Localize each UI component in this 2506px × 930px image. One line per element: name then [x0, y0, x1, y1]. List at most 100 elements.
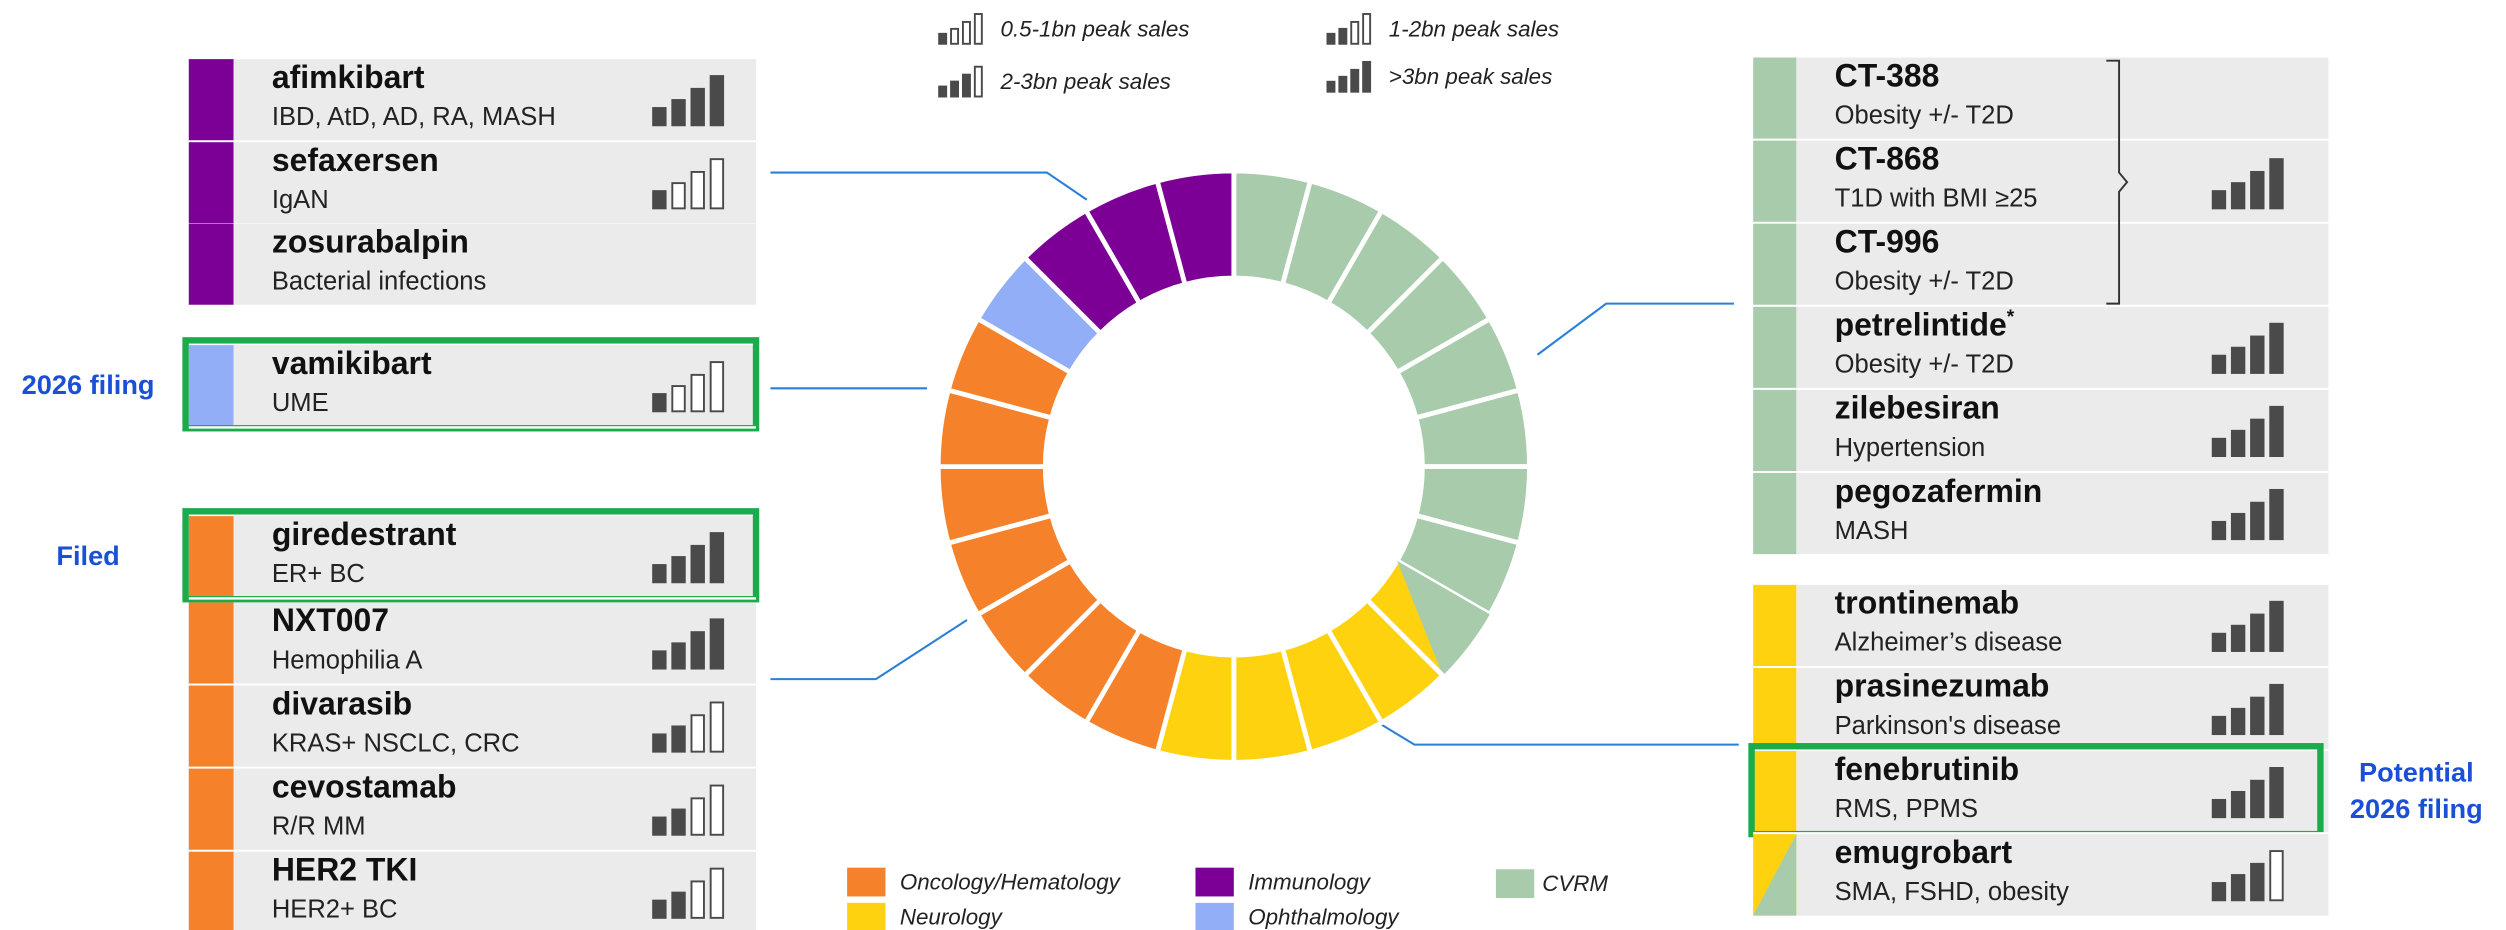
- bracket: [2106, 59, 2129, 305]
- icon-bar: [2269, 683, 2284, 736]
- drug-name: CT-388: [1835, 58, 1940, 94]
- icon-bar: [1350, 68, 1360, 93]
- indication: Obesity +/- T2D: [1835, 351, 2014, 379]
- icon-bar: [652, 733, 667, 753]
- card-color: [188, 685, 234, 768]
- indication: R/R MM: [272, 812, 366, 840]
- card-bg: [233, 345, 757, 427]
- drug-name-text: cevostamab: [272, 769, 457, 805]
- card-color: [188, 59, 234, 141]
- icon-bar-empty: [690, 714, 705, 753]
- card-bg: [233, 142, 757, 224]
- icon-bar: [2269, 488, 2284, 541]
- sales-icon: [652, 867, 725, 919]
- icon-bar: [2269, 158, 2284, 210]
- card-bg: [233, 59, 757, 141]
- icon-bar: [2211, 715, 2227, 736]
- sales-legend-label: 2-3bn peak sales: [1000, 69, 1171, 94]
- icon-bar: [2250, 696, 2265, 736]
- icon-bar-empty: [973, 65, 983, 98]
- area-legend-swatch: [847, 902, 886, 930]
- icon-bar: [2211, 798, 2227, 819]
- drug-name: vamikibart: [272, 345, 432, 381]
- status-label: 2026 filing: [2350, 793, 2483, 824]
- icon-bar: [2250, 613, 2265, 652]
- card-bg: [233, 602, 757, 684]
- sales-icon: [652, 618, 725, 670]
- sales-icon: [1326, 13, 1372, 45]
- area-legend-label: Ophthalmology: [1248, 905, 1400, 930]
- sales-icon: [652, 361, 725, 413]
- icon-bar: [2230, 429, 2246, 458]
- drug-name-text: emugrobart: [1835, 834, 2013, 870]
- icon-bar-empty: [690, 797, 705, 836]
- icon-bar: [2230, 512, 2246, 541]
- icon-bar: [652, 564, 667, 584]
- card-color: [1753, 584, 1797, 667]
- icon-bar: [2250, 862, 2265, 902]
- sales-legend-label: 1-2bn peak sales: [1389, 16, 1559, 41]
- sales-legend-label: 0.5-1bn peak sales: [1001, 16, 1190, 41]
- status-label: Filed: [56, 540, 119, 571]
- drug-name: zosurabalpin: [272, 224, 469, 260]
- drug-name-text: petrelintide: [1835, 307, 2007, 343]
- card-color: [188, 223, 234, 306]
- area-legend-label: Immunology: [1248, 870, 1372, 895]
- drug-name-text: divarasib: [272, 686, 412, 722]
- indication: Alzheimer’s disease: [1835, 629, 2063, 657]
- drug-name-text: pegozafermin: [1835, 473, 2043, 509]
- icon-bar-empty: [709, 361, 725, 413]
- status-label: 2026 filing: [22, 369, 155, 400]
- icon-bar: [2211, 520, 2227, 541]
- indication: IgAN: [272, 186, 329, 214]
- icon-bar: [2211, 437, 2227, 458]
- drug-name: HER2 TKI: [272, 852, 418, 888]
- indication: SMA, FSHD, obesity: [1835, 878, 2069, 906]
- drug-name: zilebesiran: [1835, 390, 2000, 426]
- sales-icon: [2211, 405, 2284, 458]
- card-bg: [233, 223, 757, 306]
- card-color: [1753, 751, 1797, 833]
- icon-bar: [671, 556, 686, 584]
- icon-bar: [1326, 80, 1336, 93]
- drug-name: pegozafermin: [1835, 473, 2043, 509]
- card-color: [188, 851, 234, 930]
- icon-bar: [950, 80, 960, 98]
- indication: Hemophilia A: [272, 646, 423, 674]
- sales-icon: [2211, 158, 2284, 210]
- area-legend-label: Neurology: [900, 905, 1004, 930]
- drug-name-text: HER2 TKI: [272, 852, 418, 888]
- indication: Obesity +/- T2D: [1835, 101, 2014, 129]
- icon-bar: [652, 899, 667, 919]
- connector: [770, 171, 1088, 201]
- card-bg: [233, 851, 757, 930]
- icon-bar: [671, 808, 686, 836]
- area-legend-label: CVRM: [1542, 871, 1608, 896]
- drug-name: divarasib: [272, 686, 412, 722]
- connectors: [770, 171, 1739, 746]
- icon-bar-empty: [709, 867, 725, 919]
- card-color: [1753, 472, 1797, 555]
- icon-bar: [1326, 32, 1336, 45]
- sales-icon: [2211, 488, 2284, 541]
- indication: MASH: [1835, 517, 1909, 545]
- sales-icon: [2211, 322, 2284, 374]
- card-bg: [233, 516, 757, 598]
- icon-bar: [2269, 600, 2284, 652]
- connector: [770, 619, 968, 681]
- card-color: [188, 142, 234, 224]
- sales-icon: [1326, 60, 1372, 93]
- indication: Parkinson's disease: [1835, 712, 2061, 740]
- sales-icon: [2211, 767, 2284, 819]
- drug-name-text: vamikibart: [272, 345, 432, 381]
- icon-bar: [938, 32, 948, 45]
- icon-bar: [2230, 624, 2246, 652]
- sales-icon: [652, 784, 725, 836]
- icon-bar-empty: [2269, 850, 2284, 902]
- drug-name: petrelintide*: [1835, 307, 2015, 343]
- drug-name-text: zosurabalpin: [272, 224, 469, 260]
- sales-icon: [938, 65, 983, 98]
- sales-icon: [652, 158, 725, 210]
- icon-bar: [2230, 346, 2246, 374]
